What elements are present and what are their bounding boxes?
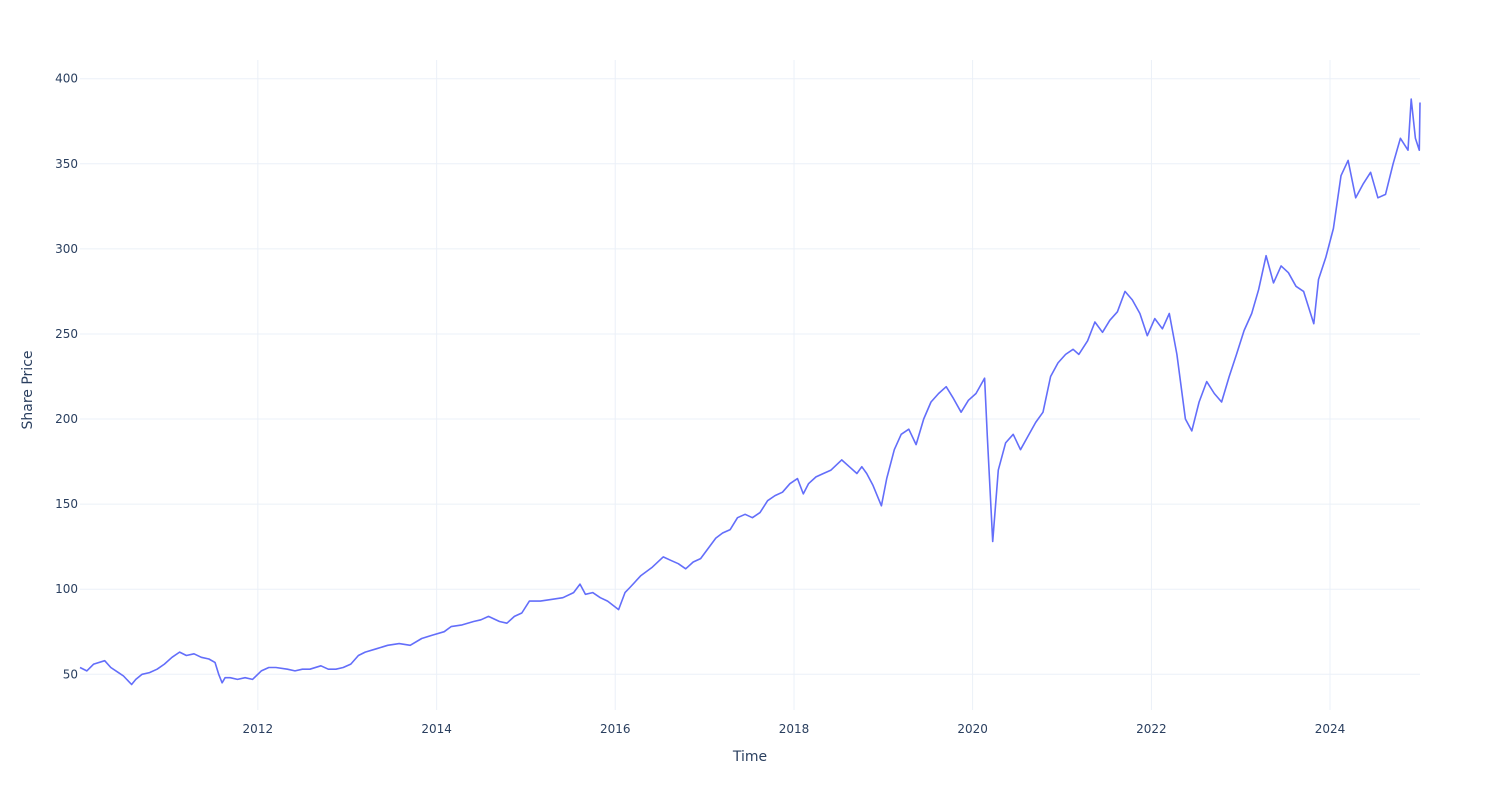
x-axis-title: Time: [732, 749, 767, 765]
y-tick-label: 50: [63, 667, 78, 681]
y-tick-label: 250: [55, 327, 78, 341]
y-tick-label: 350: [55, 157, 78, 171]
y-axis-title: Share Price: [20, 350, 36, 429]
y-tick-label: 200: [55, 412, 78, 426]
x-tick-label: 2018: [779, 722, 810, 736]
x-tick-label: 2020: [957, 722, 988, 736]
x-tick-label: 2024: [1315, 722, 1346, 736]
y-tick-label: 150: [55, 497, 78, 511]
share-price-line: [79, 98, 1421, 686]
x-axis-ticks: 2012 2014 2016 2018 2020 2022 2024: [243, 722, 1346, 736]
y-tick-label: 100: [55, 582, 78, 596]
x-tick-label: 2016: [600, 722, 631, 736]
x-tick-label: 2014: [421, 722, 452, 736]
y-tick-label: 300: [55, 242, 78, 256]
x-tick-label: 2022: [1136, 722, 1167, 736]
plot-area: [79, 98, 1421, 686]
grid: [80, 60, 1420, 710]
x-tick-label: 2012: [243, 722, 274, 736]
y-tick-label: 400: [55, 72, 78, 86]
y-axis-ticks: 50 100 150 200 250 300 350 400: [55, 72, 78, 682]
